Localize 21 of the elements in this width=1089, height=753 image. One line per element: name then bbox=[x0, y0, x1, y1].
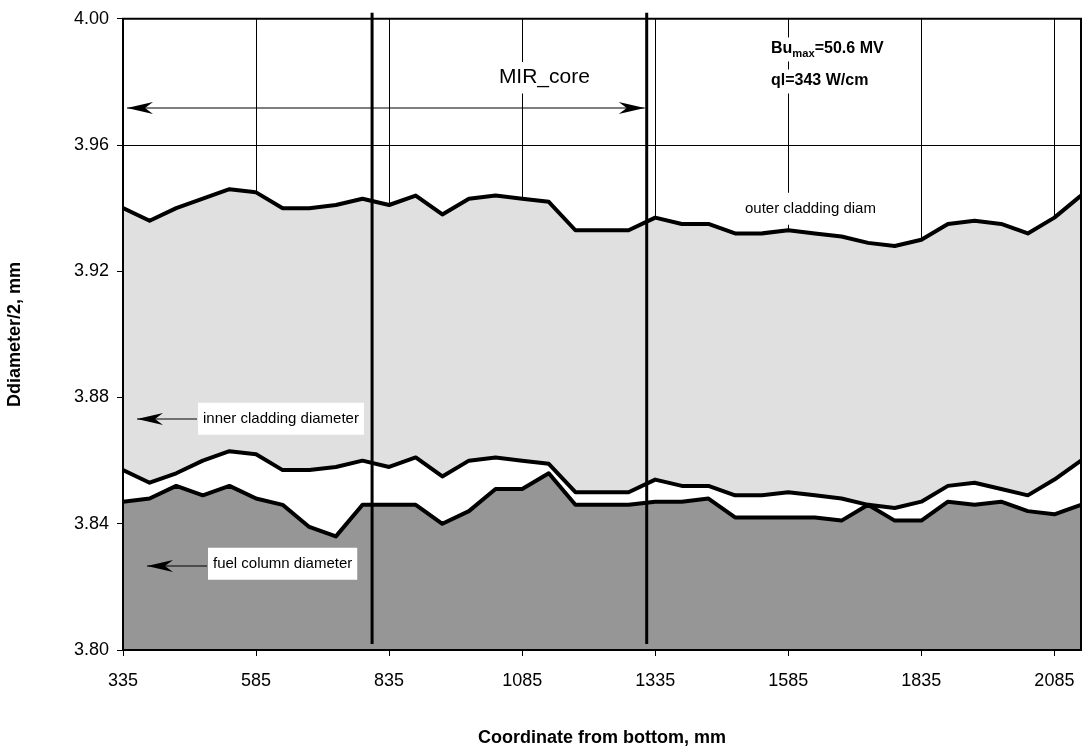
x-tick-label: 585 bbox=[241, 669, 272, 690]
legend-label: inner cladding diameter bbox=[203, 408, 359, 426]
x-axis-title: Coordinate from bottom, mm bbox=[478, 727, 726, 748]
x-tick-label: 335 bbox=[107, 669, 139, 690]
x-tick-label: 1085 bbox=[502, 669, 543, 690]
annotation: ql=343 W/cm bbox=[771, 71, 869, 89]
y-tick-label: 3.96 bbox=[73, 134, 109, 155]
series-label: outer cladding diam bbox=[745, 198, 876, 216]
annotation: MIR_core bbox=[498, 63, 590, 88]
legend-label: fuel column diameter bbox=[213, 553, 353, 571]
y-tick-label: 3.80 bbox=[73, 638, 109, 659]
x-tick-label: 2085 bbox=[1034, 669, 1075, 690]
x-tick-label: 1585 bbox=[768, 669, 809, 690]
y-axis-title: Ddiameter/2, mm bbox=[3, 261, 24, 407]
y-tick-label: 4.00 bbox=[73, 7, 109, 28]
x-tick-label: 1335 bbox=[635, 669, 676, 690]
x-tick-label: 835 bbox=[374, 669, 405, 690]
y-tick-label: 3.88 bbox=[73, 386, 109, 407]
y-tick-label: 3.92 bbox=[73, 260, 109, 281]
x-tick-label: 1835 bbox=[901, 669, 942, 690]
y-tick-label: 3.84 bbox=[73, 512, 109, 533]
